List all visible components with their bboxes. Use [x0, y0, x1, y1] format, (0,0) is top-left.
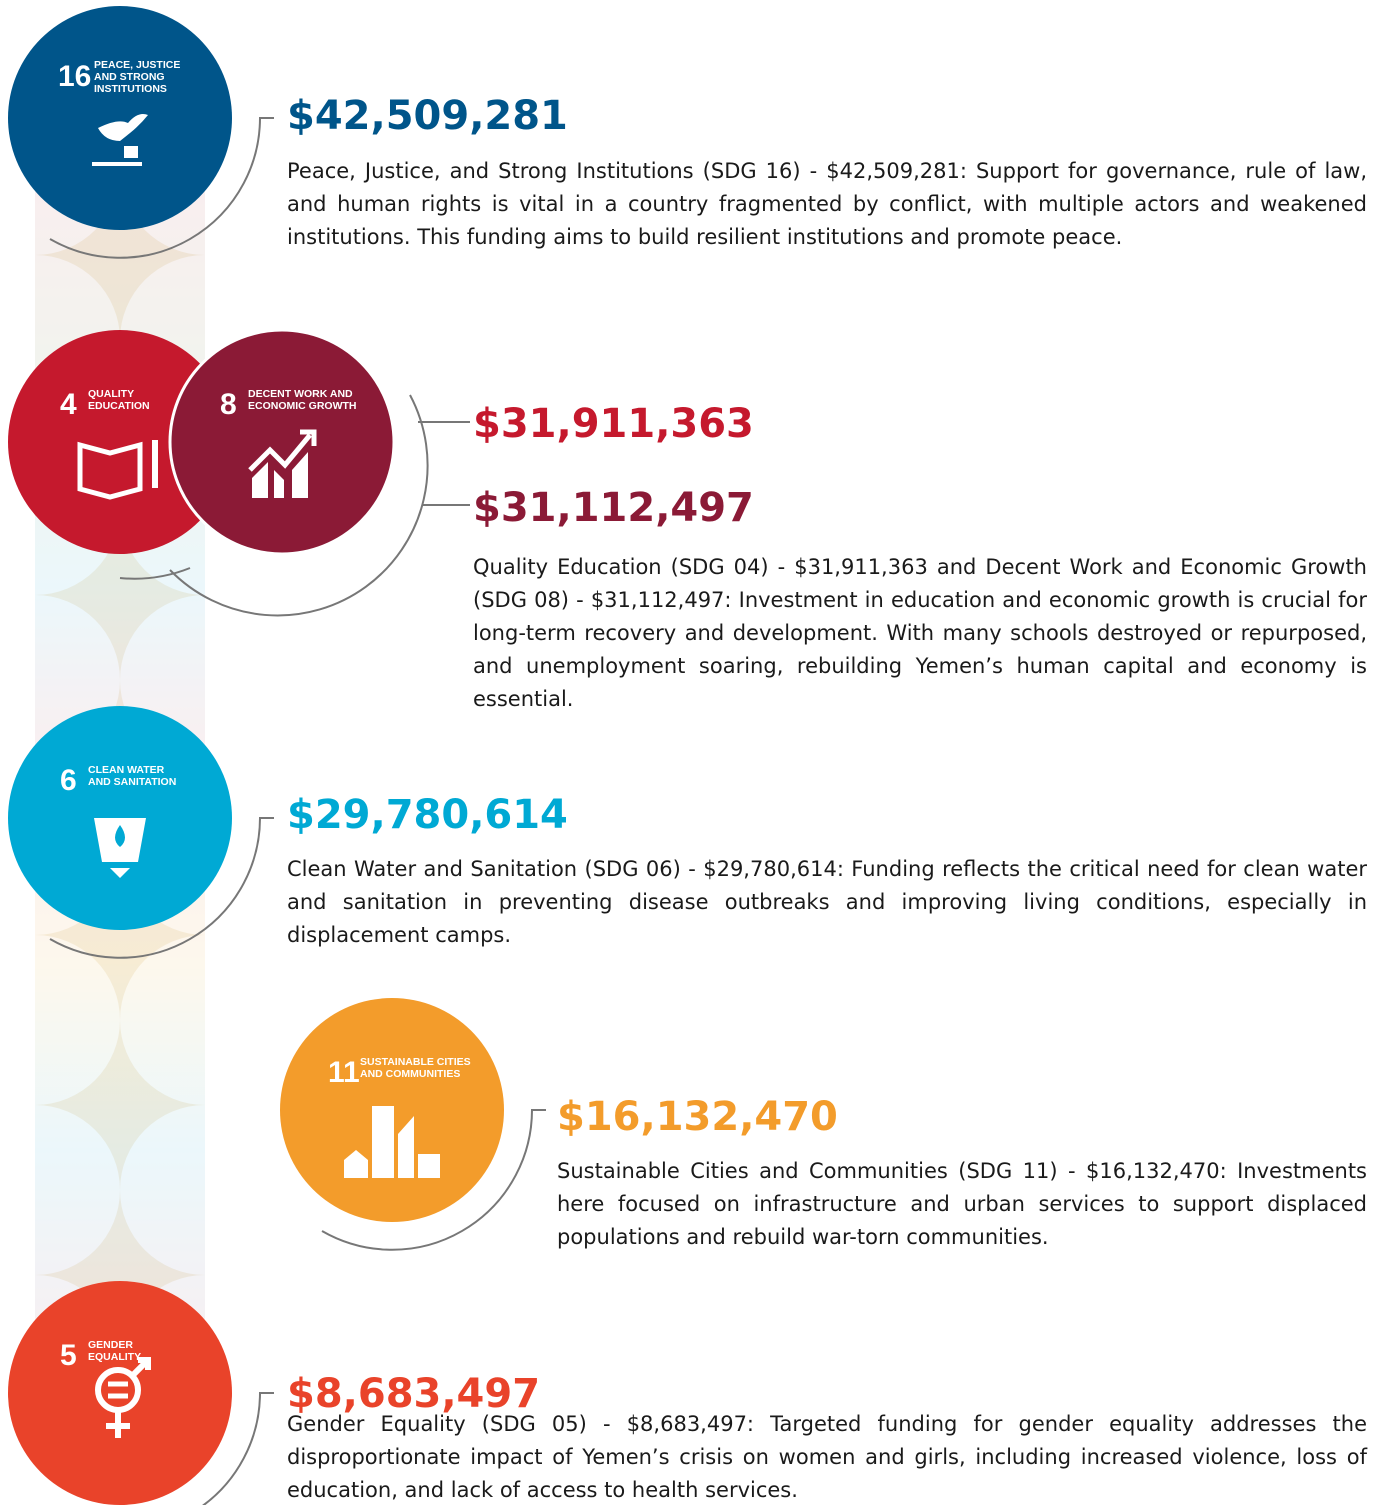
sdg-badge: 11 SUSTAINABLE CITIES AND COMMUNITIES [280, 998, 504, 1222]
badge-number: 5 [60, 1339, 77, 1372]
sdg-badge: 16 PEACE, JUSTICE AND STRONG INSTITUTION… [8, 6, 232, 230]
sdg-badge: 6 CLEAN WATER AND SANITATION [8, 706, 232, 930]
description: Peace, Justice, and Strong Institutions … [287, 155, 1367, 254]
badge-label: SUSTAINABLE CITIES [360, 1056, 471, 1068]
amount: $31,911,363 [473, 400, 754, 448]
description: Sustainable Cities and Communities (SDG … [557, 1155, 1367, 1254]
amount: $31,112,497 [473, 484, 754, 532]
badge-label: PEACE, JUSTICE [94, 59, 180, 71]
description: Gender Equality (SDG 05) - $8,683,497: T… [287, 1408, 1367, 1505]
badge-label: AND COMMUNITIES [360, 1068, 460, 1080]
badge-label: QUALITY [88, 388, 134, 400]
description: Quality Education (SDG 04) - $31,911,363… [473, 551, 1367, 716]
badge-label: AND STRONG [94, 71, 165, 83]
badge-number: 6 [60, 764, 77, 797]
badge-label: GENDER [88, 1339, 133, 1351]
amount: $29,780,614 [287, 791, 568, 839]
badge-number: 16 [58, 60, 91, 93]
badge-label: INSTITUTIONS [94, 83, 167, 95]
description: Clean Water and Sanitation (SDG 06) - $2… [287, 853, 1367, 952]
badge-label: ECONOMIC GROWTH [248, 400, 357, 412]
badge-number: 8 [220, 388, 237, 421]
amount: $16,132,470 [557, 1093, 838, 1141]
badge-number: 4 [60, 388, 77, 421]
badge-number: 11 [328, 1056, 360, 1089]
badge-label: DECENT WORK AND [248, 388, 353, 400]
sdg-badge: 8 DECENT WORK AND ECONOMIC GROWTH [170, 330, 394, 554]
badge-label: CLEAN WATER [88, 764, 165, 776]
page: 16 PEACE, JUSTICE AND STRONG INSTITUTION… [0, 0, 1388, 1505]
amount: $42,509,281 [287, 92, 568, 140]
sdg-badge: 5 GENDER EQUALITY [8, 1281, 232, 1505]
badge-label: AND SANITATION [88, 776, 176, 788]
badge-label: EQUALITY [88, 1351, 141, 1363]
badge-label: EDUCATION [88, 400, 150, 412]
